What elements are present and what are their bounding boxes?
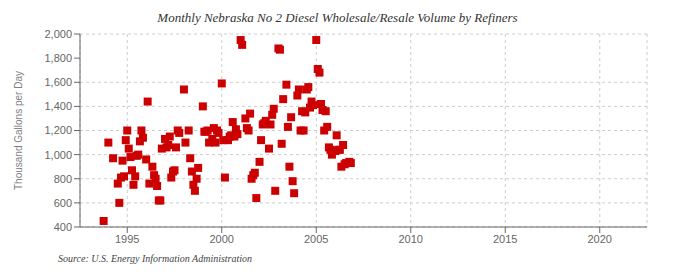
html-text:Monthly Nebraska No 2 Diesel W: Monthly Nebraska No 2 Diesel Wholesale/R… xyxy=(157,10,518,25)
svg-text:600: 600 xyxy=(54,197,72,209)
svg-text:1,800: 1,800 xyxy=(44,52,72,64)
svg-text:1,600: 1,600 xyxy=(44,76,72,88)
svg-text:2015: 2015 xyxy=(493,233,517,245)
svg-text:1,000: 1,000 xyxy=(44,149,72,161)
svg-text:1,200: 1,200 xyxy=(44,124,72,136)
svg-text:800: 800 xyxy=(54,173,72,185)
html-text:Source: U.S. Energy Informatio: Source: U.S. Energy Information Administ… xyxy=(58,253,253,264)
svg-text:1995: 1995 xyxy=(115,233,139,245)
svg-text:Thousand Gallons per Day: Thousand Gallons per Day xyxy=(13,71,24,190)
svg-text:2,000: 2,000 xyxy=(44,28,72,40)
svg-text:2005: 2005 xyxy=(304,233,328,245)
svg-text:2000: 2000 xyxy=(210,233,234,245)
svg-text:2010: 2010 xyxy=(399,233,423,245)
svg-text:1,400: 1,400 xyxy=(44,100,72,112)
svg-text:2020: 2020 xyxy=(588,233,612,245)
svg-text:400: 400 xyxy=(54,221,72,233)
